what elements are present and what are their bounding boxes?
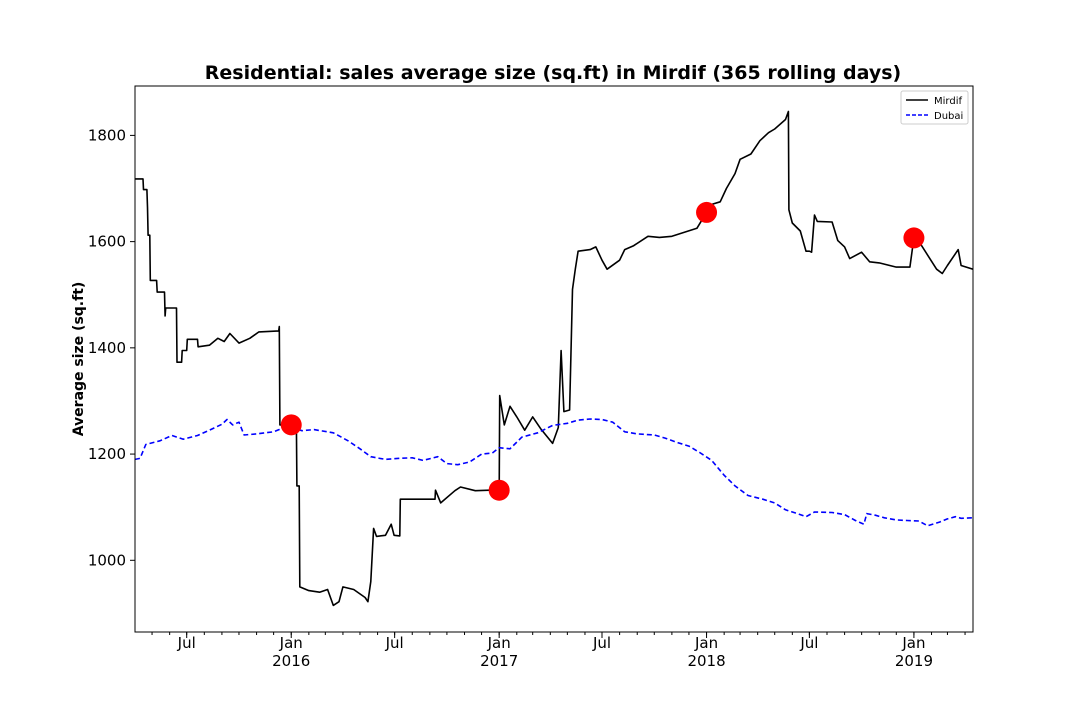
x-tick-label: Jul	[385, 634, 404, 652]
legend: Mirdif Dubai	[900, 90, 969, 125]
x-tick-year-label: 2019	[895, 652, 933, 670]
plot-frame	[134, 85, 974, 633]
marker-layer	[280, 201, 925, 501]
x-tick-label: Jul	[592, 634, 611, 652]
highlight-marker	[903, 227, 925, 249]
x-tick-year-label: 2016	[272, 652, 310, 670]
y-tick-label: 1800	[88, 126, 126, 144]
y-tick-label: 1400	[88, 339, 126, 357]
y-tick-label: 1200	[88, 445, 126, 463]
x-tick-year-label: 2017	[480, 652, 518, 670]
highlight-marker	[280, 414, 302, 436]
series-line-mirdif	[135, 110, 973, 607]
x-tick-label: Jan	[487, 634, 511, 652]
highlight-marker	[488, 479, 510, 501]
series-layer	[135, 110, 973, 607]
x-tick-label: Jan	[279, 634, 303, 652]
series-line-dubai	[135, 418, 973, 527]
x-tick-label: Jul	[177, 634, 196, 652]
y-tick-label: 1600	[88, 233, 126, 251]
chart-title: Residential: sales average size (sq.ft) …	[205, 62, 902, 84]
y-axis-label: Average size (sq.ft)	[71, 282, 87, 437]
highlight-marker	[696, 201, 718, 223]
x-tick-label: Jan	[694, 634, 718, 652]
y-axis: 1000 1200 1400 1600 1800	[88, 126, 135, 569]
y-tick-label: 1000	[88, 551, 126, 569]
legend-label-mirdif: Mirdif	[934, 96, 962, 107]
x-tick-year-label: 2018	[687, 652, 725, 670]
x-tick-label: Jan	[901, 634, 925, 652]
legend-label-dubai: Dubai	[934, 111, 963, 122]
x-tick-label: Jul	[799, 634, 818, 652]
